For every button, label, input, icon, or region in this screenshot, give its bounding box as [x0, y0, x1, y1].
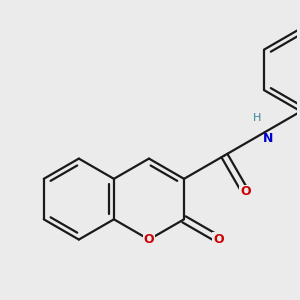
Text: O: O — [213, 232, 224, 246]
Text: H: H — [253, 113, 261, 123]
Text: N: N — [263, 132, 274, 145]
Text: O: O — [144, 233, 154, 246]
Text: O: O — [240, 185, 251, 198]
